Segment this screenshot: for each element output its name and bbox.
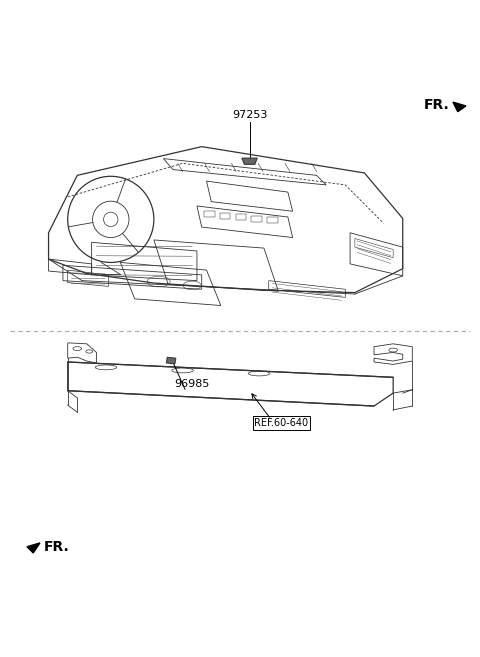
- Bar: [252, 215, 262, 222]
- Text: FR.: FR.: [424, 99, 450, 112]
- Polygon shape: [453, 102, 466, 112]
- Text: FR.: FR.: [44, 540, 70, 554]
- Text: 97253: 97253: [232, 110, 267, 120]
- Text: 96985: 96985: [174, 379, 210, 390]
- Polygon shape: [27, 543, 40, 553]
- Bar: [267, 217, 278, 223]
- Bar: [236, 214, 246, 220]
- Bar: [220, 213, 230, 219]
- Polygon shape: [242, 158, 257, 164]
- Polygon shape: [166, 357, 176, 364]
- Bar: [204, 212, 215, 217]
- Text: REF.60-640: REF.60-640: [254, 418, 309, 428]
